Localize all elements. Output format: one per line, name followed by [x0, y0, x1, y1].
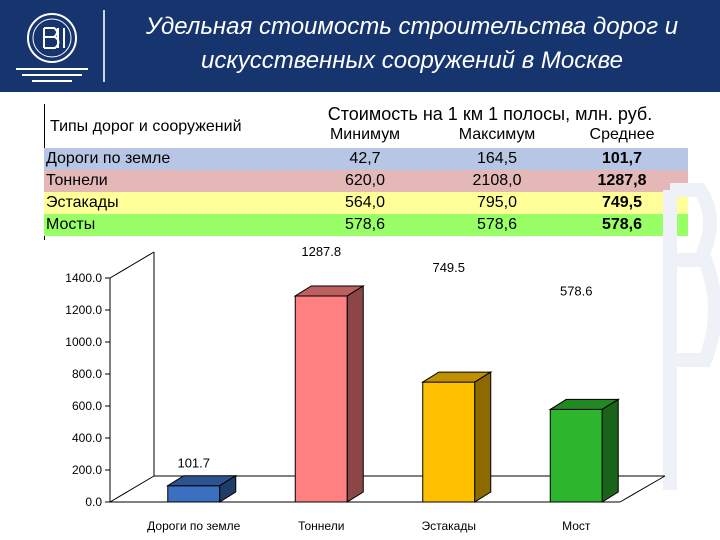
table-group-header: Стоимость на 1 км 1 полосы, млн. руб.	[327, 104, 653, 124]
y-tick-label: 1200.0	[65, 303, 102, 317]
row-name: Тоннели	[46, 172, 108, 189]
bar-data-label: 749.5	[432, 260, 465, 275]
x-category-label: Эстакады	[422, 519, 476, 533]
row-name: Дороги по земле	[46, 150, 171, 167]
bar-front	[294, 295, 348, 503]
title-line-2: искусственных сооружений в Москве	[201, 47, 623, 74]
row-max: 2108,0	[472, 172, 522, 189]
x-category-label: Дороги по земле	[147, 519, 240, 533]
row-avg: 101,7	[601, 150, 643, 167]
row-avg: 578,6	[601, 216, 643, 233]
page-title: Удельная стоимость строительства дорог и…	[112, 10, 712, 78]
row-max: 164,5	[476, 150, 518, 167]
row-min: 42,7	[349, 150, 381, 167]
table-col-min: Минимум	[329, 126, 401, 143]
bar-front	[549, 408, 603, 503]
row-max: 795,0	[476, 194, 518, 211]
bar-side	[219, 474, 237, 503]
floor-edge-left	[109, 475, 155, 503]
table-types-header: Типы дорог и сооружений	[50, 118, 242, 135]
x-category-label: Мост	[562, 519, 591, 533]
row-name: Мосты	[46, 216, 96, 233]
title-line-1: Удельная стоимость строительства дорог и	[145, 13, 679, 40]
wall-edge-top	[109, 251, 155, 279]
y-tick-label: 400.0	[72, 431, 102, 445]
bar-side	[601, 398, 619, 503]
floor-edge-right	[619, 475, 666, 503]
table-row: Тоннели 620,0 2108,0 1287,8	[44, 170, 688, 192]
row-min: 564,0	[344, 194, 386, 211]
university-logo-icon	[16, 13, 88, 82]
row-avg: 1287,8	[597, 172, 647, 189]
y-tick-label: 0.0	[85, 495, 102, 509]
bar-data-label: 101.7	[177, 456, 210, 471]
bar-side	[346, 285, 364, 503]
header-bar: Удельная стоимость строительства дорог и…	[0, 0, 720, 92]
y-tick-label: 800.0	[72, 367, 102, 381]
row-min: 578,6	[344, 216, 386, 233]
row-max: 578,6	[476, 216, 518, 233]
y-tick-label: 200.0	[72, 463, 102, 477]
logo-separator	[103, 10, 105, 82]
y-tick-label: 600.0	[72, 399, 102, 413]
bar-front	[422, 381, 476, 503]
table-col-avg: Среднее	[589, 126, 655, 143]
y-tick-label: 1000.0	[65, 335, 102, 349]
row-avg: 749,5	[601, 194, 643, 211]
table-row: Мосты 578,6 578,6 578,6	[44, 214, 688, 236]
row-name: Эстакады	[46, 194, 119, 211]
decorative-watermark	[663, 183, 720, 490]
bar-data-label: 578.6	[560, 283, 593, 298]
row-min: 620,0	[344, 172, 386, 189]
bar-chart: 0.0 200.0 400.0 600.0 800.0 1000.0 1200.0 1400.…	[65, 244, 666, 533]
bar-front	[167, 485, 221, 503]
x-category-label: Тоннели	[298, 519, 344, 533]
table-row: Эстакады 564,0 795,0 749,5	[44, 192, 688, 214]
table-row: Дороги по земле 42,7 164,5 101,7	[44, 148, 688, 170]
bar-side	[474, 371, 492, 503]
bar-data-label: 1287.8	[301, 244, 341, 259]
table-col-max: Максимум	[458, 126, 536, 143]
y-tick-label: 1400.0	[65, 271, 102, 285]
